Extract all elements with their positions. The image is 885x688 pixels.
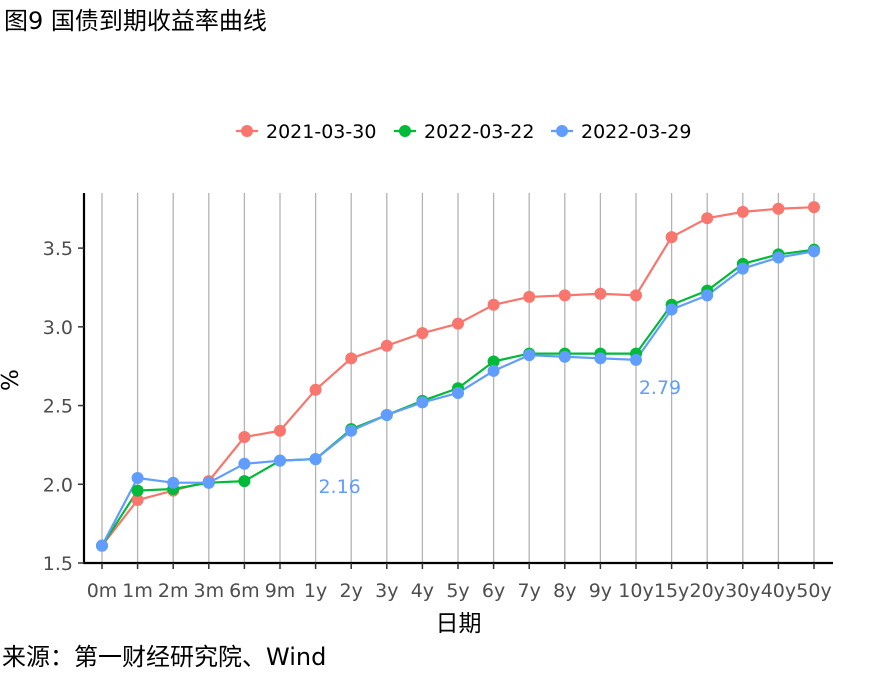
legend-key-point — [556, 125, 568, 137]
y-tick-label: 1.5 — [43, 553, 73, 575]
legend-label: 2022-03-22 — [424, 121, 534, 143]
x-tick-label: 9y — [589, 580, 612, 602]
x-tick-label: 2m — [158, 580, 189, 602]
annotations: 2.16 2.79 — [318, 377, 681, 498]
x-tick-label: 1m — [122, 580, 153, 602]
y-tick-label: 2.5 — [43, 396, 73, 418]
figure-source: 来源：第一财经研究院、Wind — [2, 643, 327, 671]
y-axis-title: % — [0, 369, 24, 391]
series-1-point — [558, 289, 571, 302]
x-tick-label: 3y — [375, 580, 398, 602]
series-1-point — [665, 231, 678, 244]
series-1-point — [772, 202, 785, 215]
series-3-point — [202, 476, 215, 489]
series-3-point — [131, 471, 144, 484]
data-label: 2.16 — [318, 476, 360, 498]
series-3-point — [665, 303, 678, 316]
x-tick-label: 7y — [518, 580, 541, 602]
series-3-point — [523, 349, 536, 362]
data-label: 2.79 — [639, 377, 681, 399]
series-3-point — [452, 386, 464, 399]
series-1-point — [274, 424, 286, 437]
y-tick-label: 2.0 — [43, 474, 73, 496]
series-1-point — [594, 287, 607, 300]
x-tick-label: 1y — [304, 580, 327, 602]
series-3-point — [808, 245, 820, 258]
x-tick-label: 9m — [265, 580, 296, 602]
series-1-point — [452, 317, 464, 330]
series-3-point — [416, 396, 429, 409]
series-3-point — [630, 353, 642, 366]
series-1-point — [309, 383, 322, 396]
y-tick-label: 3.5 — [43, 238, 73, 260]
series-3-point — [594, 352, 607, 365]
series-3-point — [274, 454, 286, 467]
series-1-point — [808, 201, 820, 214]
series-2-point — [238, 475, 251, 488]
legend-label: 2022-03-29 — [581, 121, 691, 143]
x-tick-label: 4y — [411, 580, 434, 602]
x-tick-label: 0m — [87, 580, 118, 602]
legend-key-point — [241, 125, 253, 137]
legend: 2021-03-30 2022-03-22 2022-03-29 — [236, 121, 691, 143]
series-3-point — [736, 262, 749, 275]
x-tick-label: 40y — [761, 580, 796, 602]
series-1-point — [523, 290, 536, 303]
series-group — [96, 201, 820, 552]
axes: 1.5 2.0 2.5 3.0 3.5 0m 1m 2m 3m 6m 9m 1y 2y 3y 4y 5y 6y 7… — [43, 193, 833, 602]
series-3-point — [380, 409, 393, 421]
x-tick-label: 6m — [229, 580, 260, 602]
series-1-point — [701, 212, 714, 225]
series-3-point — [238, 457, 251, 470]
series-2-point — [131, 484, 144, 497]
x-tick-label: 3m — [193, 580, 224, 602]
x-tick-label: 2y — [340, 580, 363, 602]
series-3-point — [345, 424, 358, 437]
legend-label: 2021-03-30 — [266, 121, 376, 143]
series-2-point — [487, 355, 500, 368]
series-3-point — [167, 476, 180, 489]
series-3-point — [96, 539, 108, 552]
series-3-point — [558, 350, 571, 363]
figure-title: 图9 国债到期收益率曲线 — [4, 7, 267, 35]
series-3-point — [487, 364, 500, 377]
series-1-point — [630, 289, 642, 302]
series-1-point — [736, 205, 749, 218]
series-1-point — [416, 327, 429, 340]
y-tick-label: 3.0 — [43, 317, 73, 339]
x-tick-label: 20y — [689, 580, 724, 602]
legend-key-point — [399, 125, 411, 137]
series-3-point — [701, 289, 714, 302]
series-1-point — [487, 298, 500, 311]
series-3-point — [309, 453, 322, 466]
x-tick-label: 10y — [618, 580, 653, 602]
x-tick-label: 8y — [553, 580, 576, 602]
x-tick-label: 50y — [796, 580, 831, 602]
series-1-point — [380, 339, 393, 352]
x-axis-title: 日期 — [436, 611, 482, 637]
x-tick-label: 30y — [725, 580, 760, 602]
x-tick-label: 15y — [654, 580, 689, 602]
series-3-point — [772, 251, 785, 264]
series-1-point — [131, 494, 144, 507]
series-1-point — [238, 431, 251, 444]
grid-lines — [101, 193, 815, 563]
x-tick-label: 6y — [482, 580, 505, 602]
series-1-point — [345, 352, 358, 365]
x-tick-label: 5y — [446, 580, 469, 602]
